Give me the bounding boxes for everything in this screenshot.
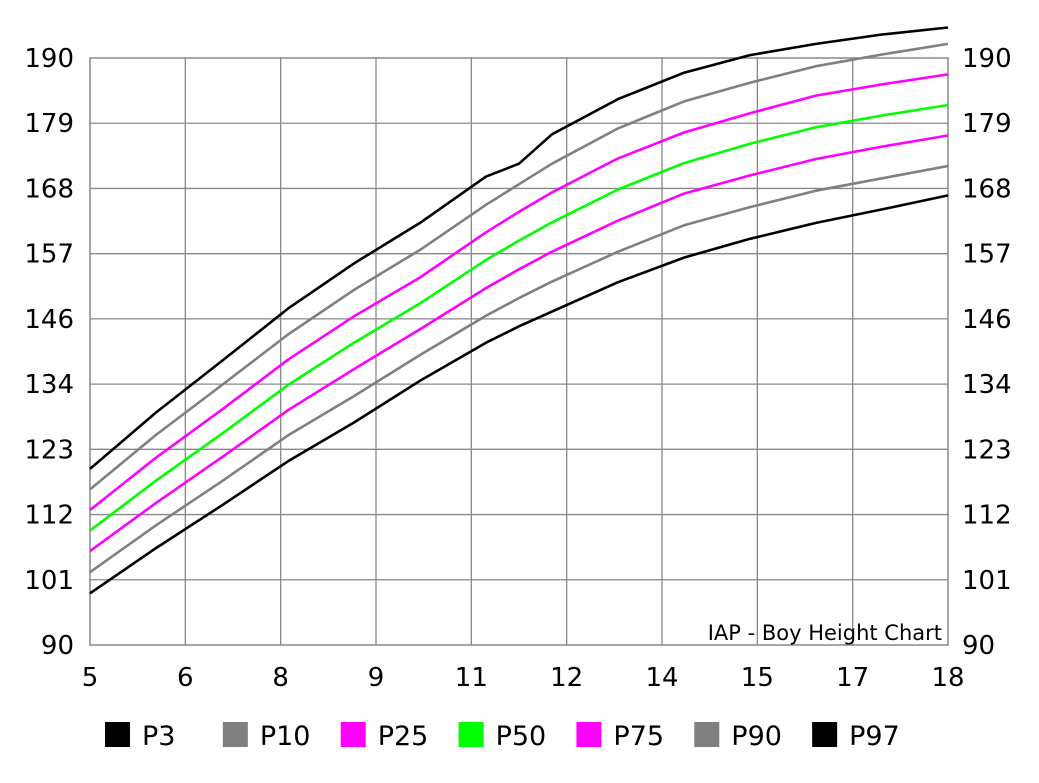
series-line-p75 [89, 73, 949, 512]
y-tick-label-right: 146 [962, 305, 1012, 335]
x-tick-label: 17 [836, 663, 869, 693]
legend-swatch-p25 [340, 722, 366, 747]
y-tick-label-left: 112 [24, 501, 74, 531]
legend-label-p25: P25 [378, 721, 429, 752]
y-tick-label-left: 168 [24, 174, 74, 204]
x-tick-label: 12 [550, 663, 583, 693]
y-tick-label-left: 190 [24, 44, 74, 74]
x-tick-label: 11 [455, 663, 488, 693]
legend-swatch-p97 [812, 722, 838, 747]
legend-label-p97: P97 [849, 721, 900, 752]
series-line-p90 [89, 42, 949, 491]
y-tick-label-right: 190 [962, 44, 1012, 74]
y-tick-label-left: 134 [24, 370, 74, 400]
series-line-p25 [89, 134, 949, 553]
y-tick-label-right: 90 [962, 631, 995, 661]
chart-annotation: IAP - Boy Height Chart [708, 621, 942, 645]
y-tick-label-left: 90 [41, 631, 74, 661]
y-tick-label-right: 134 [962, 370, 1012, 400]
legend-label-p90: P90 [731, 721, 782, 752]
legend-swatch-p50 [458, 722, 484, 747]
y-tick-label-left: 123 [24, 435, 74, 465]
legend-swatch-p75 [576, 722, 602, 747]
legend-label-p3: P3 [142, 721, 175, 752]
x-tick-label: 18 [931, 663, 964, 693]
legend-swatch-p3 [105, 722, 130, 747]
x-tick-label: 6 [177, 663, 194, 693]
plot-frame [89, 57, 949, 646]
legend-label-p75: P75 [613, 721, 664, 752]
y-tick-label-right: 112 [962, 501, 1012, 531]
x-tick-label: 9 [368, 663, 385, 693]
series-line-p50 [89, 103, 949, 532]
legend-swatch-p10 [222, 722, 248, 747]
y-tick-label-right: 157 [962, 240, 1012, 270]
y-tick-label-right: 168 [962, 174, 1012, 204]
x-tick-label: 14 [645, 663, 678, 693]
legend-label-p50: P50 [496, 721, 547, 752]
y-tick-label-right: 123 [962, 435, 1012, 465]
x-tick-label: 8 [272, 663, 289, 693]
series-line-p97 [89, 26, 949, 470]
series-line-p3 [89, 194, 949, 595]
y-tick-label-left: 101 [24, 566, 74, 596]
legend-label-p10: P10 [260, 721, 311, 752]
y-tick-label-left: 179 [24, 109, 74, 139]
x-tick-label: 15 [741, 663, 774, 693]
y-tick-label-left: 146 [24, 305, 74, 335]
legend-swatch-p90 [694, 722, 720, 747]
series-line-p10 [89, 164, 949, 574]
y-tick-label-right: 179 [962, 109, 1012, 139]
y-tick-label-right: 101 [962, 566, 1012, 596]
x-tick-label: 5 [82, 663, 99, 693]
y-tick-label-left: 157 [24, 240, 74, 270]
